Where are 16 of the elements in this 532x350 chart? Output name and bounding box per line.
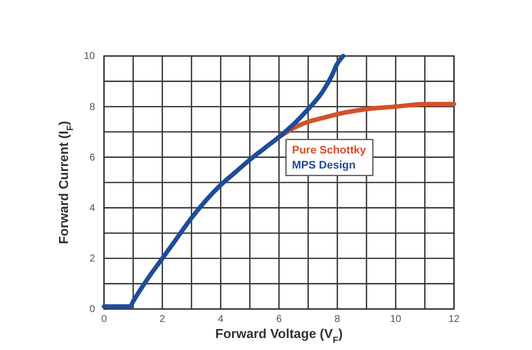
x-tick-label: 6 — [276, 314, 282, 326]
y-tick-label: 4 — [89, 203, 96, 214]
x-tick-label: 10 — [390, 314, 402, 326]
y-tick-label: 6 — [89, 152, 96, 164]
text: MPS Design — [292, 159, 356, 172]
x-tick-label: 8 — [334, 314, 341, 326]
x-axis-title: Forward Voltage (V$_{F}$) — [215, 326, 343, 345]
x-tick-label: 4 — [218, 314, 224, 326]
x-tick-label: 0 — [101, 314, 108, 326]
y-tick-label: 10 — [84, 51, 96, 62]
series-label: Pure Schottky — [292, 144, 367, 156]
y-tick-label: 8 — [89, 102, 96, 113]
x-tick-label: 12 — [448, 314, 460, 326]
x-tick-label: 2 — [160, 314, 166, 326]
y-tick-label: 0 — [89, 304, 96, 316]
y-tick-label: 2 — [89, 254, 96, 265]
